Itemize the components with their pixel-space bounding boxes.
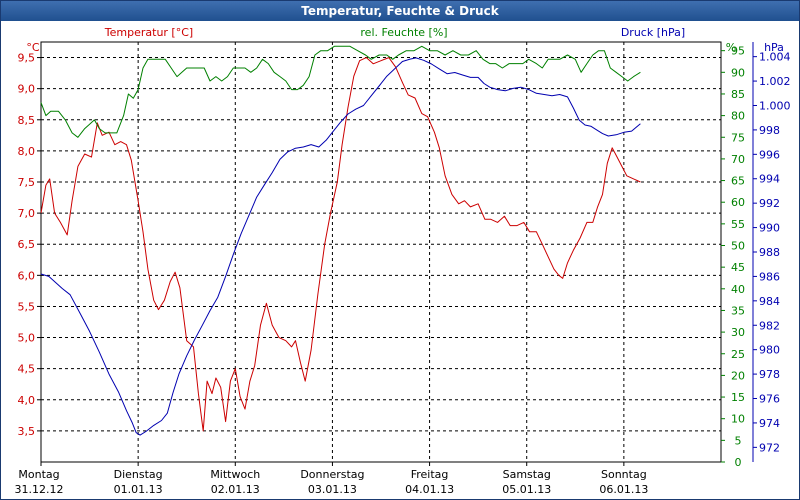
date-label-3: 03.01.13 xyxy=(308,483,357,496)
date-label-2: 02.01.13 xyxy=(211,483,260,496)
tick-label-left-11: 9,0 xyxy=(18,83,36,96)
tick-label-right2-16: 1.004 xyxy=(759,51,791,64)
date-label-5: 05.01.13 xyxy=(502,483,551,496)
tick-label-right1-2: 10 xyxy=(731,413,745,426)
day-label-4: Freitag xyxy=(411,468,449,481)
tick-label-right1-4: 20 xyxy=(731,369,745,382)
tick-label-right1-6: 30 xyxy=(731,326,745,339)
tick-label-right1-10: 50 xyxy=(731,240,745,253)
tick-label-right2-7: 986 xyxy=(759,270,780,283)
tick-label-right1-14: 70 xyxy=(731,153,745,166)
tick-label-right2-4: 980 xyxy=(759,344,780,357)
tick-label-right2-13: 998 xyxy=(759,124,780,137)
legend-humidity: rel. Feuchte [%] xyxy=(360,26,447,39)
tick-label-right2-6: 984 xyxy=(759,295,780,308)
axis-x-days: Montag 31.12.12 Dienstag 01.01.13 Mittwoch 02… xyxy=(15,462,648,496)
tick-label-right1-18: 90 xyxy=(731,66,745,79)
series-line-pressure xyxy=(40,57,641,436)
tick-label-left-10: 8,5 xyxy=(18,114,36,127)
day-label-6: Sonntag xyxy=(601,468,647,481)
tick-label-right1-11: 55 xyxy=(731,218,745,231)
tick-label-right1-13: 65 xyxy=(731,175,745,188)
unit-right2: hPa xyxy=(764,41,784,54)
chart: 3,54,04,55,05,56,06,57,07,58,08,59,09,5 … xyxy=(15,26,791,496)
tick-label-left-0: 3,5 xyxy=(18,425,36,438)
grid xyxy=(41,42,721,462)
day-label-0: Montag xyxy=(18,468,59,481)
date-label-0: 31.12.12 xyxy=(15,483,64,496)
axis-right-pressure: 972 974 976 978 980 982 984 986 988 990 992 994 996 9… xyxy=(752,42,791,462)
tick-label-right1-7: 35 xyxy=(731,304,745,317)
window-title: Temperatur, Feuchte & Druck xyxy=(1,1,799,21)
tick-label-left-6: 6,5 xyxy=(18,238,36,251)
date-label-6: 06.01.13 xyxy=(599,483,648,496)
date-label-4: 04.01.13 xyxy=(405,483,454,496)
date-label-1: 01.01.13 xyxy=(114,483,163,496)
tick-label-right1-5: 25 xyxy=(731,348,745,361)
tick-label-left-7: 7,0 xyxy=(18,207,36,220)
tick-label-left-12: 9,5 xyxy=(18,52,36,65)
unit-left: °C xyxy=(26,41,40,54)
tick-label-right2-10: 992 xyxy=(759,197,780,210)
plot-area xyxy=(40,41,722,463)
tick-label-right2-1: 974 xyxy=(759,417,780,430)
tick-label-right2-0: 972 xyxy=(759,441,780,454)
series-line-temperature xyxy=(40,57,641,432)
axis-right-humidity: 0 5 10 15 20 25 30 35 40 45 50 55 60 65 70 75 80 85 90 95 xyxy=(721,45,745,469)
day-label-5: Samstag xyxy=(503,468,551,481)
tick-label-left-2: 4,5 xyxy=(18,363,36,376)
tick-label-right1-0: 0 xyxy=(735,456,742,469)
tick-label-right1-1: 5 xyxy=(735,434,742,447)
tick-label-right1-8: 40 xyxy=(731,283,745,296)
tick-label-left-5: 6,0 xyxy=(18,269,36,282)
tick-label-right2-9: 990 xyxy=(759,222,780,235)
series-layer xyxy=(40,45,641,436)
legend-pressure: Druck [hPa] xyxy=(621,26,685,39)
tick-label-left-1: 4,0 xyxy=(18,394,36,407)
legend-temperature: Temperatur [°C] xyxy=(104,26,193,39)
tick-label-right2-2: 976 xyxy=(759,393,780,406)
tick-label-right1-12: 60 xyxy=(731,196,745,209)
tick-label-right1-3: 15 xyxy=(731,391,745,404)
day-label-1: Dienstag xyxy=(114,468,163,481)
tick-label-right1-16: 80 xyxy=(731,110,745,123)
day-label-2: Mittwoch xyxy=(210,468,260,481)
tick-label-right2-8: 988 xyxy=(759,246,780,259)
tick-label-right2-12: 996 xyxy=(759,148,780,161)
axis-left-temperature: 3,5 4,0 4,5 5,0 5,5 6,0 6,5 7,0 7,5 8,0 8,5 9,0 9,5 xyxy=(18,52,41,438)
tick-label-right2-14: 1.000 xyxy=(759,99,791,112)
tick-label-right2-5: 982 xyxy=(759,319,780,332)
day-label-3: Donnerstag xyxy=(300,468,364,481)
tick-label-right1-9: 45 xyxy=(731,261,745,274)
tick-label-right2-3: 978 xyxy=(759,368,780,381)
tick-label-right2-11: 994 xyxy=(759,173,780,186)
tick-label-right1-17: 85 xyxy=(731,88,745,101)
series-line-humidity xyxy=(40,45,641,138)
tick-label-right1-19: 95 xyxy=(731,45,745,58)
tick-label-right1-15: 75 xyxy=(731,131,745,144)
tick-label-left-4: 5,5 xyxy=(18,300,36,313)
tick-label-left-8: 7,5 xyxy=(18,176,36,189)
tick-label-right2-15: 1.002 xyxy=(759,75,791,88)
tick-label-left-3: 5,0 xyxy=(18,332,36,345)
tick-label-left-9: 8,0 xyxy=(18,145,36,158)
unit-right1: % xyxy=(726,41,736,54)
